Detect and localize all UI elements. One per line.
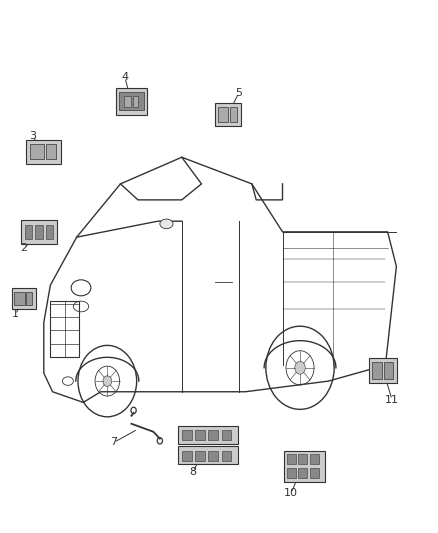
Bar	[384, 362, 393, 379]
Text: 1: 1	[12, 310, 19, 319]
Bar	[178, 425, 238, 444]
Bar	[195, 430, 205, 440]
Bar	[46, 225, 53, 239]
Bar	[14, 292, 25, 305]
Bar	[182, 430, 192, 440]
Circle shape	[103, 376, 112, 386]
Text: 7: 7	[110, 438, 117, 447]
Bar	[283, 451, 325, 482]
Text: 8: 8	[189, 467, 196, 477]
Bar	[46, 144, 56, 159]
Bar	[35, 225, 43, 239]
Bar	[299, 454, 307, 464]
Bar	[369, 358, 397, 383]
Bar	[133, 96, 138, 107]
Text: 10: 10	[284, 488, 298, 498]
Text: 11: 11	[385, 395, 399, 405]
Bar	[25, 225, 32, 239]
Bar	[287, 454, 296, 464]
Bar	[178, 446, 238, 464]
Circle shape	[295, 361, 305, 374]
Bar	[50, 301, 79, 357]
Text: 3: 3	[29, 131, 36, 141]
Bar	[30, 144, 44, 159]
Bar	[208, 451, 218, 461]
Bar	[310, 454, 318, 464]
Bar	[12, 288, 36, 309]
Bar	[119, 92, 144, 110]
Bar	[310, 468, 318, 478]
Text: 5: 5	[235, 88, 242, 98]
Bar	[222, 451, 231, 461]
Bar	[215, 103, 241, 126]
Bar	[116, 88, 147, 115]
Bar	[208, 430, 218, 440]
Bar	[26, 292, 32, 305]
Bar	[299, 468, 307, 478]
Text: 2: 2	[21, 243, 28, 253]
Bar	[21, 220, 57, 244]
Bar	[195, 451, 205, 461]
Bar	[372, 362, 382, 379]
Bar	[218, 107, 228, 122]
Bar	[287, 468, 296, 478]
Bar	[222, 430, 231, 440]
Bar	[124, 96, 131, 107]
Bar	[26, 140, 61, 164]
Ellipse shape	[160, 219, 173, 229]
Bar	[230, 107, 237, 122]
Text: 4: 4	[121, 72, 128, 82]
Bar	[182, 451, 192, 461]
